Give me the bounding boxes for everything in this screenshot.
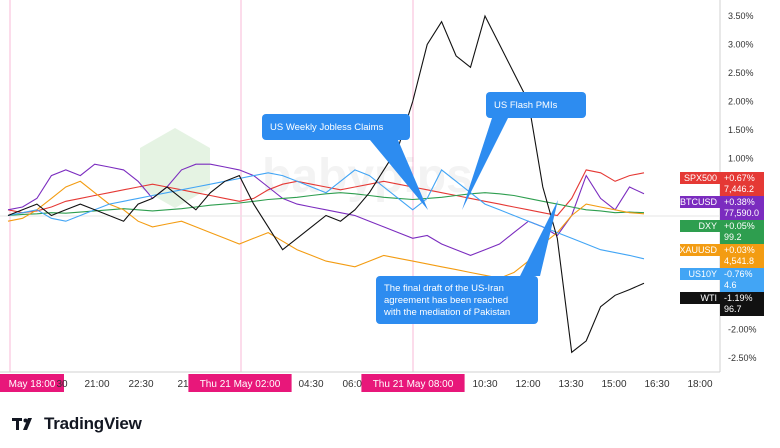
y-tick-label: 3.00%: [728, 40, 754, 50]
x-tick-label: 16:30: [644, 379, 669, 390]
x-tick-highlight-bg: [0, 374, 64, 392]
badge-wti: WTI -1.19%96.7: [680, 292, 764, 316]
x-tick-label: 10:30: [472, 379, 497, 390]
watermark-text: babypips: [262, 150, 473, 203]
x-tick-label-highlight: May 18:00: [9, 379, 56, 390]
callout-us-flash-pmis: US Flash PMIs: [462, 92, 586, 210]
x-tick-label: 21: [177, 379, 189, 390]
callout-pointer: [462, 118, 508, 210]
y-tick-label: 2.00%: [728, 97, 754, 107]
series-line-wti: [7, 14, 645, 354]
badge-btcusd: BTCUSD +0.38%77,590.0: [680, 196, 764, 220]
babypips-watermark: babypips: [140, 128, 473, 208]
badge-name: US10Y: [688, 269, 717, 279]
badge-name: WTI: [701, 293, 718, 303]
badge-value-bg: [720, 268, 764, 292]
x-tick-label-highlight: Thu 21 May 08:00: [373, 379, 454, 390]
badge-xauusd: XAUUSD +0.03%4,541.8: [679, 244, 764, 268]
callout-box: [376, 276, 538, 324]
y-tick-label: 3.50%: [728, 11, 754, 21]
badge-last: 77,590.0: [724, 208, 759, 218]
badge-name: SPX500: [684, 173, 717, 183]
badge-name-bg: [680, 268, 720, 280]
y-tick-label: 1.50%: [728, 125, 754, 135]
badge-last: 96.7: [724, 304, 742, 314]
badge-name: DXY: [698, 221, 717, 231]
badge-change: +0.67%: [724, 173, 755, 183]
callout-box: [486, 92, 586, 118]
badge-spx500: SPX500 +0.67%7,446.2: [680, 172, 764, 196]
x-tick-label: 13:30: [558, 379, 583, 390]
badge-change: +0.38%: [724, 197, 755, 207]
badge-name-bg: [680, 196, 720, 208]
callout-text: agreement has been reached: [384, 295, 508, 306]
legend-badges: SPX500 +0.67%7,446.2 BTCUSD +0.38%77,590.0 D…: [679, 172, 764, 316]
tradingview-brand: TradingView: [44, 414, 142, 433]
x-tick-highlight-bg: [361, 374, 465, 392]
callout-text: US Flash PMIs: [494, 100, 558, 111]
badge-change: +0.05%: [724, 221, 755, 231]
badge-name-bg: [680, 220, 720, 232]
badge-value-bg: [720, 220, 764, 244]
x-tick-label: 06:00: [342, 379, 367, 390]
series-line-spx500: [7, 169, 645, 217]
badge-name: BTCUSD: [680, 197, 718, 207]
x-tick-label: 30: [56, 379, 68, 390]
x-tick-label: 15:00: [601, 379, 626, 390]
badge-last: 4.6: [724, 280, 737, 290]
badge-value-bg: [720, 172, 764, 196]
badge-value-bg: [720, 292, 764, 316]
tradingview-logo-icon: [12, 418, 32, 430]
badge-name-bg: [680, 292, 720, 304]
badge-change: -0.76%: [724, 269, 753, 279]
x-tick-label: 18:00: [687, 379, 712, 390]
badge-change: -1.19%: [724, 293, 753, 303]
badge-change: +0.03%: [724, 245, 755, 255]
x-tick-label: 22:30: [128, 379, 153, 390]
y-tick-label: -2.00%: [728, 325, 757, 335]
series-layer: [7, 14, 645, 354]
y-tick-label: 2.50%: [728, 68, 754, 78]
callout-text: US Weekly Jobless Claims: [270, 122, 384, 133]
badge-name-bg: [680, 244, 720, 256]
x-tick-label: 12:00: [515, 379, 540, 390]
callout-text: The final draft of the US-Iran: [384, 283, 504, 294]
series-line-us10y: [7, 169, 645, 260]
callout-pointer: [520, 200, 558, 276]
badge-value-bg: [720, 244, 764, 268]
y-tick-label: 1.00%: [728, 154, 754, 164]
callout-layer: US Weekly Jobless Claims US Flash PMIs The…: [262, 92, 586, 324]
callout-pointer: [370, 140, 428, 210]
badge-last: 4,541.8: [724, 256, 754, 266]
badge-last: 99.2: [724, 232, 742, 242]
callout-box: [262, 114, 410, 140]
x-tick-label: 21:00: [84, 379, 109, 390]
x-tick-label-highlight: Thu 21 May 02:00: [200, 379, 281, 390]
x-tick-highlight-bg: [188, 374, 292, 392]
time-axis: May 18:00 30 21:00 22:30 21 Thu 21 May 02:00 0…: [0, 374, 713, 392]
badge-dxy: DXY +0.05%99.2: [680, 220, 764, 244]
callout-text: with the mediation of Pakistan: [383, 307, 510, 318]
callout-us-iran-agreement: The final draft of the US-Iranagreement …: [376, 200, 558, 324]
tradingview-footer: TradingView: [12, 413, 142, 435]
badge-last: 7,446.2: [724, 184, 754, 194]
badge-us10y: US10Y -0.76%4.6: [680, 268, 764, 292]
badge-name: XAUUSD: [679, 245, 717, 255]
badge-value-bg: [720, 196, 764, 220]
series-line-dxy: [7, 192, 645, 217]
price-axis: 3.50% 3.00% 2.50% 2.00% 1.50% 1.00% -2.00% -2.5…: [728, 11, 757, 363]
y-tick-label: -2.50%: [728, 353, 757, 363]
x-tick-label: 04:30: [298, 379, 323, 390]
callout-us-weekly-jobless-claims: US Weekly Jobless Claims: [262, 114, 428, 210]
badge-name-bg: [680, 172, 720, 184]
